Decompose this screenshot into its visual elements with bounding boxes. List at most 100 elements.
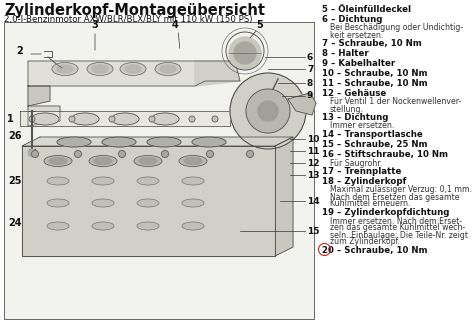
Ellipse shape bbox=[102, 137, 136, 147]
Text: 10 – Schraube, 10 Nm: 10 – Schraube, 10 Nm bbox=[322, 69, 428, 78]
Ellipse shape bbox=[92, 65, 108, 73]
Ellipse shape bbox=[125, 65, 141, 73]
Ellipse shape bbox=[49, 158, 67, 164]
Circle shape bbox=[118, 151, 126, 158]
Circle shape bbox=[74, 151, 82, 158]
Text: 11 – Schraube, 10 Nm: 11 – Schraube, 10 Nm bbox=[322, 79, 428, 88]
Text: 25: 25 bbox=[8, 176, 21, 186]
Ellipse shape bbox=[182, 199, 204, 207]
Text: 13 – Dichtung: 13 – Dichtung bbox=[322, 113, 388, 122]
Text: 1: 1 bbox=[7, 114, 14, 124]
Circle shape bbox=[229, 37, 261, 69]
Ellipse shape bbox=[137, 177, 159, 185]
Text: 12 – Gehäuse: 12 – Gehäuse bbox=[322, 89, 386, 98]
Ellipse shape bbox=[47, 199, 69, 207]
Ellipse shape bbox=[147, 137, 181, 147]
Text: 11: 11 bbox=[307, 146, 319, 155]
Text: keit ersetzen.: keit ersetzen. bbox=[330, 30, 383, 39]
Polygon shape bbox=[22, 146, 275, 256]
Text: 9: 9 bbox=[307, 91, 313, 100]
Ellipse shape bbox=[182, 222, 204, 230]
Circle shape bbox=[189, 116, 195, 122]
Text: 18 – Zylinderkopf: 18 – Zylinderkopf bbox=[322, 177, 406, 186]
Ellipse shape bbox=[160, 65, 176, 73]
Text: 16 – Stiftschraube, 10 Nm: 16 – Stiftschraube, 10 Nm bbox=[322, 150, 448, 159]
Text: 15 – Schraube, 25 Nm: 15 – Schraube, 25 Nm bbox=[322, 140, 428, 149]
Text: 20 – Schraube, 10 Nm: 20 – Schraube, 10 Nm bbox=[322, 246, 428, 255]
Bar bbox=[4, 22, 314, 319]
Polygon shape bbox=[28, 61, 240, 86]
Ellipse shape bbox=[92, 177, 114, 185]
Circle shape bbox=[230, 73, 306, 149]
Ellipse shape bbox=[192, 137, 226, 147]
Ellipse shape bbox=[111, 113, 139, 125]
Text: Nach dem Ersetzen das gesamte: Nach dem Ersetzen das gesamte bbox=[330, 193, 459, 202]
Text: 24: 24 bbox=[8, 218, 21, 228]
Polygon shape bbox=[22, 137, 293, 146]
Text: zen das gesamte Kühlmittel wech-: zen das gesamte Kühlmittel wech- bbox=[330, 223, 465, 232]
Text: seln. Einbaulage: Die Teile-Nr. zeigt: seln. Einbaulage: Die Teile-Nr. zeigt bbox=[330, 230, 468, 239]
Circle shape bbox=[69, 116, 75, 122]
Ellipse shape bbox=[182, 177, 204, 185]
Text: 6 – Dichtung: 6 – Dichtung bbox=[322, 15, 383, 24]
Ellipse shape bbox=[89, 155, 117, 167]
Ellipse shape bbox=[57, 65, 73, 73]
Circle shape bbox=[207, 151, 213, 158]
Ellipse shape bbox=[71, 113, 99, 125]
Text: Maximal zulässiger Verzug: 0,1 mm.: Maximal zulässiger Verzug: 0,1 mm. bbox=[330, 186, 472, 195]
Ellipse shape bbox=[57, 137, 91, 147]
Circle shape bbox=[246, 89, 290, 133]
Polygon shape bbox=[28, 86, 50, 106]
Text: zum Zylinderkopf.: zum Zylinderkopf. bbox=[330, 238, 400, 247]
Ellipse shape bbox=[52, 63, 78, 75]
Text: 10: 10 bbox=[307, 134, 319, 143]
Text: 3: 3 bbox=[91, 20, 99, 30]
Text: 14 – Transportlasche: 14 – Transportlasche bbox=[322, 130, 423, 139]
Circle shape bbox=[162, 151, 168, 158]
Text: 2,0-l-Benzinmotor AXW/BLR/BLX/BLY mit 110 kW (150 PS): 2,0-l-Benzinmotor AXW/BLR/BLX/BLY mit 11… bbox=[4, 15, 253, 24]
Circle shape bbox=[258, 101, 278, 121]
Polygon shape bbox=[275, 137, 293, 256]
Text: 13: 13 bbox=[307, 170, 319, 179]
Ellipse shape bbox=[47, 177, 69, 185]
Text: Kühlmittel erneuern.: Kühlmittel erneuern. bbox=[330, 199, 410, 209]
Text: 5: 5 bbox=[256, 20, 263, 30]
Circle shape bbox=[246, 151, 254, 158]
Text: stellung.: stellung. bbox=[330, 105, 364, 114]
Ellipse shape bbox=[137, 199, 159, 207]
Text: 12: 12 bbox=[307, 159, 319, 168]
Text: Zylinderkopf-Montageübersicht: Zylinderkopf-Montageübersicht bbox=[4, 3, 265, 18]
Circle shape bbox=[234, 42, 256, 64]
Text: 5 – Öleinfülldeckel: 5 – Öleinfülldeckel bbox=[322, 5, 411, 14]
Text: 26: 26 bbox=[8, 131, 21, 141]
Ellipse shape bbox=[151, 113, 179, 125]
Polygon shape bbox=[20, 111, 230, 126]
Ellipse shape bbox=[92, 199, 114, 207]
Circle shape bbox=[29, 116, 35, 122]
Text: Immer ersetzen. Nach dem Erset-: Immer ersetzen. Nach dem Erset- bbox=[330, 216, 462, 225]
Circle shape bbox=[109, 116, 115, 122]
Polygon shape bbox=[28, 106, 60, 126]
Text: 2: 2 bbox=[16, 46, 23, 56]
Text: 8 – Halter: 8 – Halter bbox=[322, 49, 369, 58]
Ellipse shape bbox=[179, 155, 207, 167]
Ellipse shape bbox=[184, 158, 202, 164]
Text: 6: 6 bbox=[307, 53, 313, 62]
Circle shape bbox=[31, 151, 38, 158]
Text: 8: 8 bbox=[307, 79, 313, 88]
Polygon shape bbox=[288, 93, 316, 115]
Text: 19 – Zylinderkopfdichtung: 19 – Zylinderkopfdichtung bbox=[322, 208, 449, 217]
Text: Für Saugrohr.: Für Saugrohr. bbox=[330, 159, 382, 168]
Ellipse shape bbox=[137, 222, 159, 230]
Ellipse shape bbox=[94, 158, 112, 164]
Ellipse shape bbox=[31, 113, 59, 125]
Ellipse shape bbox=[120, 63, 146, 75]
Text: 14: 14 bbox=[307, 196, 319, 205]
Ellipse shape bbox=[134, 155, 162, 167]
Text: 9 – Kabelhalter: 9 – Kabelhalter bbox=[322, 59, 395, 68]
Text: 4: 4 bbox=[172, 20, 178, 30]
Text: 7: 7 bbox=[307, 65, 313, 74]
Text: 17 – Trennplatte: 17 – Trennplatte bbox=[322, 167, 401, 176]
Ellipse shape bbox=[44, 155, 72, 167]
Circle shape bbox=[212, 116, 218, 122]
